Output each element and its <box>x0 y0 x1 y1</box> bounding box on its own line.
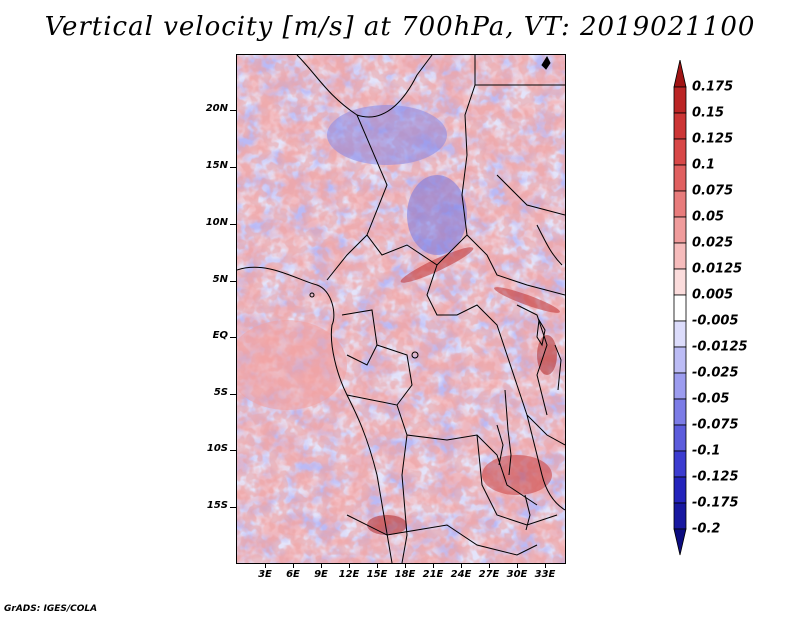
colorbar-level-label: 0.005 <box>692 287 734 303</box>
x-tick-label: 15E <box>366 569 388 580</box>
y-tick-mark <box>230 394 236 395</box>
x-tick-mark <box>461 563 462 568</box>
colorbar-level-label: -0.05 <box>692 391 730 407</box>
colorbar-cell <box>673 86 687 114</box>
x-tick-mark <box>489 563 490 568</box>
colorbar-cell <box>673 450 687 478</box>
x-tick-label: 12E <box>338 569 360 580</box>
colorbar-level-label: -0.0125 <box>692 339 748 355</box>
x-tick-mark <box>265 563 266 568</box>
y-tick-mark <box>230 507 236 508</box>
colorbar-cell <box>673 372 687 400</box>
colorbar-level-label: 0.15 <box>692 105 725 121</box>
colorbar-level-label: 0.025 <box>692 235 734 251</box>
colorbar-cell <box>673 112 687 140</box>
x-tick-label: 24E <box>450 569 472 580</box>
grads-credit: GrADS: IGES/COLA <box>4 604 98 614</box>
y-tick-mark <box>230 110 236 111</box>
colorbar-level-label: -0.175 <box>692 495 739 511</box>
x-tick-label: 18E <box>394 569 416 580</box>
x-tick-mark <box>293 563 294 568</box>
vertical-velocity-field <box>237 55 565 563</box>
map-plot-area <box>236 54 566 564</box>
y-tick-mark <box>230 450 236 451</box>
colorbar-cell <box>673 268 687 296</box>
y-tick-label: 10N <box>205 217 228 228</box>
x-tick-mark <box>545 563 546 568</box>
y-tick-label: 10S <box>206 443 228 454</box>
colorbar-level-label: -0.2 <box>692 521 721 537</box>
colorbar-level-label: 0.075 <box>692 183 734 199</box>
colorbar <box>673 60 687 556</box>
map-title: Vertical velocity [m/s] at 700hPa, VT: 2… <box>44 12 756 42</box>
colorbar-cell <box>673 320 687 348</box>
y-tick-label: 15S <box>206 500 228 511</box>
x-tick-label: 3E <box>258 569 272 580</box>
colorbar-cell <box>673 502 687 530</box>
colorbar-cell <box>673 164 687 192</box>
colorbar-cell <box>673 138 687 166</box>
colorbar-cell <box>673 190 687 218</box>
colorbar-cell <box>673 216 687 244</box>
x-tick-label: 6E <box>286 569 300 580</box>
y-tick-label: 20N <box>205 103 228 114</box>
x-tick-mark <box>321 563 322 568</box>
country-boundaries <box>237 55 565 563</box>
colorbar-level-label: -0.075 <box>692 417 739 433</box>
colorbar-level-label: -0.1 <box>692 443 721 459</box>
colorbar-cell <box>673 528 687 556</box>
y-tick-mark <box>230 337 236 338</box>
y-tick-label: 15N <box>205 160 228 171</box>
colorbar-cell <box>673 294 687 322</box>
y-tick-label: EQ <box>212 330 228 341</box>
x-tick-label: 30E <box>506 569 528 580</box>
sinai-outline <box>541 55 551 70</box>
colorbar-cell <box>673 424 687 452</box>
y-tick-mark <box>230 281 236 282</box>
x-tick-mark <box>517 563 518 568</box>
y-tick-label: 5S <box>213 387 228 398</box>
x-tick-label: 27E <box>478 569 500 580</box>
colorbar-level-label: 0.125 <box>692 131 734 147</box>
y-tick-mark <box>230 224 236 225</box>
colorbar-level-label: 0.0125 <box>692 261 743 277</box>
colorbar-level-label: -0.025 <box>692 365 739 381</box>
colorbar-cell <box>673 60 687 88</box>
colorbar-level-label: -0.005 <box>692 313 739 329</box>
x-tick-mark <box>405 563 406 568</box>
colorbar-cell <box>673 398 687 426</box>
x-tick-mark <box>377 563 378 568</box>
x-tick-mark <box>433 563 434 568</box>
colorbar-level-label: -0.125 <box>692 469 739 485</box>
x-tick-mark <box>349 563 350 568</box>
x-tick-label: 21E <box>422 569 444 580</box>
x-tick-label: 33E <box>534 569 556 580</box>
y-tick-label: 5N <box>212 274 228 285</box>
colorbar-level-label: 0.1 <box>692 157 716 173</box>
colorbar-level-label: 0.05 <box>692 209 725 225</box>
colorbar-cell <box>673 476 687 504</box>
y-tick-mark <box>230 167 236 168</box>
colorbar-cell <box>673 242 687 270</box>
colorbar-level-label: 0.175 <box>692 79 734 95</box>
x-tick-label: 9E <box>314 569 328 580</box>
colorbar-cell <box>673 346 687 374</box>
